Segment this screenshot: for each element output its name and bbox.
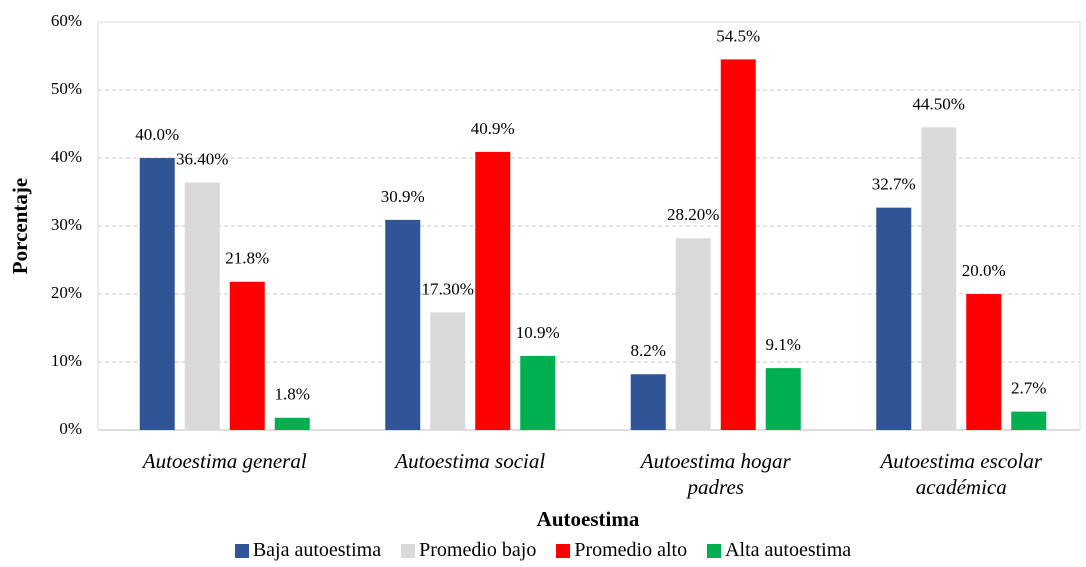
bar: [921, 127, 957, 431]
legend-item: Baja autoestima: [234, 539, 382, 562]
legend-item: Alta autoestima: [707, 539, 851, 562]
value-label: 30.9%: [381, 187, 425, 206]
x-tick-label: Autoestima escolar académica: [880, 449, 1043, 499]
bar: [520, 355, 556, 430]
bar: [430, 312, 466, 430]
value-label: 1.8%: [275, 385, 310, 404]
y-tick-label: 20%: [51, 283, 82, 302]
y-tick-label: 10%: [51, 351, 82, 370]
bar: [139, 158, 175, 430]
x-tick-label: Autoestima hogar padres: [640, 449, 791, 499]
bar: [385, 219, 421, 430]
value-label: 20.0%: [962, 261, 1006, 280]
legend-label: Alta autoestima: [725, 539, 852, 561]
legend: Baja autoestima Promedio bajo Promedio alt…: [0, 539, 1086, 562]
x-tick-label: Autoestima social: [395, 449, 546, 473]
value-label: 9.1%: [766, 335, 801, 354]
legend-item: Promedio alto: [556, 539, 687, 562]
value-label: 40.0%: [135, 125, 179, 144]
value-label: 21.8%: [225, 249, 269, 268]
value-label: 44.50%: [913, 94, 965, 113]
y-tick-label: 40%: [51, 147, 82, 166]
y-tick-label: 60%: [51, 11, 82, 30]
legend-label: Promedio alto: [574, 539, 688, 561]
bar: [1011, 411, 1047, 430]
y-tick-label: 30%: [51, 215, 82, 234]
value-label: 2.7%: [1011, 379, 1046, 398]
value-label: 10.9%: [516, 323, 560, 342]
x-tick-label: Autoestima general: [142, 449, 307, 473]
legend-swatch: [707, 543, 722, 558]
bar: [229, 281, 265, 430]
legend-swatch: [556, 543, 571, 558]
bar: [274, 417, 310, 430]
value-label: 36.40%: [176, 149, 228, 168]
value-label: 32.7%: [872, 175, 916, 194]
legend-swatch: [401, 543, 416, 558]
bar: [184, 182, 220, 430]
y-tick-label: 0%: [59, 419, 82, 438]
bar: [966, 294, 1002, 430]
value-label: 17.30%: [422, 279, 474, 298]
y-tick-label: 50%: [51, 79, 82, 98]
value-label: 54.5%: [716, 26, 760, 45]
y-axis-title: Porcentaje: [8, 178, 32, 274]
bar: [475, 151, 511, 430]
bar: [630, 374, 666, 430]
legend-label: Promedio bajo: [419, 539, 537, 561]
x-axis-title: Autoestima: [537, 507, 640, 531]
bar: [675, 238, 711, 430]
legend-swatch: [234, 543, 249, 558]
bar: [876, 207, 912, 430]
legend-item: Promedio bajo: [401, 539, 536, 562]
bar: [720, 59, 756, 431]
legend-label: Baja autoestima: [252, 539, 382, 561]
value-label: 40.9%: [471, 119, 515, 138]
value-label: 8.2%: [631, 341, 666, 360]
bar: [765, 368, 801, 430]
value-label: 28.20%: [667, 205, 719, 224]
